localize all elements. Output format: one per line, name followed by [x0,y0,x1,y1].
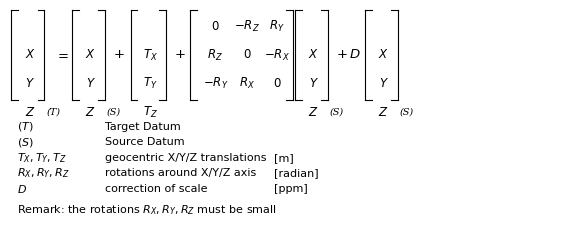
Text: $Z$: $Z$ [25,106,35,119]
Text: correction of scale: correction of scale [105,184,208,194]
Text: geocentric X/Y/Z translations: geocentric X/Y/Z translations [105,153,267,163]
Text: $-R_X$: $-R_X$ [264,47,290,63]
Text: $X$: $X$ [308,49,319,61]
Text: (S): (S) [107,108,121,117]
Text: $X$: $X$ [25,49,35,61]
Text: $Y$: $Y$ [25,77,35,90]
Text: Source Datum: Source Datum [105,137,185,147]
Text: $R_X$: $R_X$ [239,76,255,91]
Text: $-R_Z$: $-R_Z$ [234,19,260,34]
Text: Target Datum: Target Datum [105,122,181,132]
Text: $R_Y$: $R_Y$ [269,19,285,34]
Text: $(T)$: $(T)$ [17,120,34,133]
Text: $R_Z$: $R_Z$ [207,47,223,63]
Text: $Z$: $Z$ [308,106,319,119]
Text: $T_X, T_Y, T_Z$: $T_X, T_Y, T_Z$ [17,151,67,165]
Text: [m]: [m] [274,153,294,163]
Text: $=$: $=$ [55,49,69,61]
Text: $+\,D$: $+\,D$ [336,49,361,61]
Text: (T): (T) [46,108,60,117]
Text: $Y$: $Y$ [378,77,389,90]
Text: $+$: $+$ [174,49,186,61]
Text: rotations around X/Y/Z axis: rotations around X/Y/Z axis [105,168,256,178]
Text: $0$: $0$ [272,77,282,90]
Text: (S): (S) [400,108,414,117]
Text: $0$: $0$ [211,20,220,33]
Text: $-R_Y$: $-R_Y$ [203,76,228,91]
Text: $Y$: $Y$ [86,77,96,90]
Text: $Z$: $Z$ [86,106,96,119]
Text: [radian]: [radian] [274,168,318,178]
Text: $R_X, R_Y, R_Z$: $R_X, R_Y, R_Z$ [17,166,70,180]
Text: (S): (S) [329,108,344,117]
Text: $Z$: $Z$ [378,106,389,119]
Text: $(S)$: $(S)$ [17,136,34,149]
Text: $D$: $D$ [17,183,27,195]
Text: $0$: $0$ [243,49,252,61]
Text: $+$: $+$ [113,49,125,61]
Text: [ppm]: [ppm] [274,184,307,194]
Text: $T_Z$: $T_Z$ [143,105,158,120]
Text: $X$: $X$ [378,49,389,61]
Text: $Y$: $Y$ [308,77,319,90]
Text: $T_Y$: $T_Y$ [143,76,158,91]
Text: $T_X$: $T_X$ [143,47,158,63]
Text: Remark: the rotations $R_X,R_Y,R_Z$ must be small: Remark: the rotations $R_X,R_Y,R_Z$ must… [17,203,276,217]
Text: $X$: $X$ [86,49,96,61]
